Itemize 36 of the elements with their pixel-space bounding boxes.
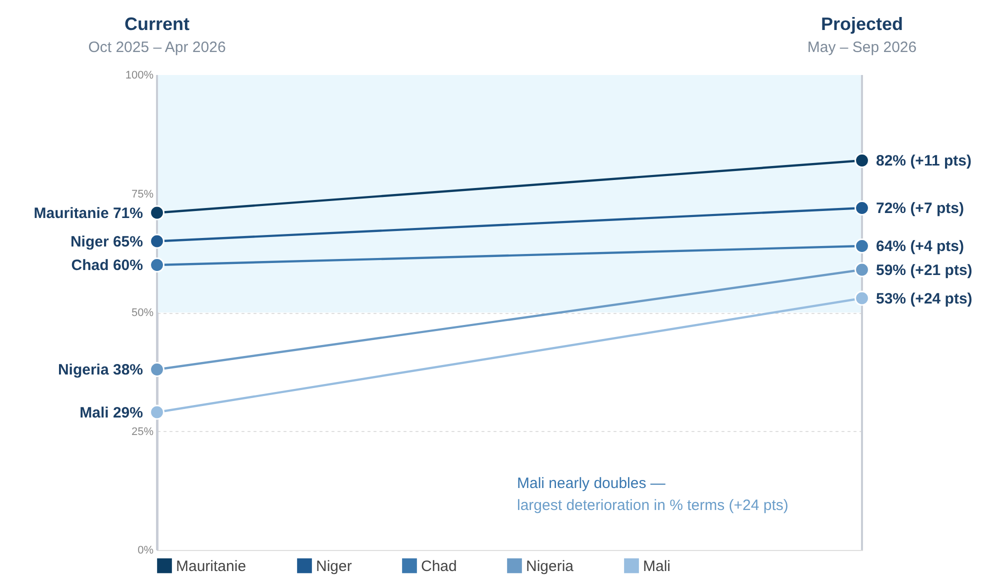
text: Oct 2025 – Apr 2026 xyxy=(88,39,226,56)
point xyxy=(854,290,870,306)
text: Mali 29% xyxy=(80,404,143,422)
annotation: largest deterioration in % terms (+24 pts) xyxy=(517,497,788,514)
text: Niger 65% xyxy=(70,233,143,250)
annotation: Mali nearly doubles — xyxy=(517,475,666,492)
text: May – Sep 2026 xyxy=(807,39,917,56)
y-tick-label: 75% xyxy=(131,188,154,200)
legend-label: Mauritanie xyxy=(176,558,246,575)
point xyxy=(854,262,870,278)
legend-label: Niger xyxy=(316,558,352,575)
data-label: 72% (+7 pts) xyxy=(876,200,964,217)
y-tick-label: 50% xyxy=(131,307,154,319)
y-tick-label: 0% xyxy=(138,544,154,556)
text: Chad 60% xyxy=(71,257,143,274)
legend-label: Nigeria xyxy=(526,558,574,575)
data-label: 82% (+11 pts) xyxy=(876,152,972,170)
point xyxy=(854,238,870,254)
legend-label: Chad xyxy=(421,558,457,575)
x-tick-label: Current xyxy=(124,14,190,34)
data-label: 53% (+24 pts) xyxy=(876,290,972,308)
point xyxy=(150,234,164,249)
point xyxy=(150,205,164,220)
data-label: 64% (+4 pts) xyxy=(876,238,964,255)
point xyxy=(150,362,164,377)
y-tick-label: 100% xyxy=(125,70,154,82)
x-tick-label: Projected xyxy=(820,14,904,34)
text: Mauritanie 71% xyxy=(34,204,143,222)
point xyxy=(854,153,870,168)
legend-label: Mali xyxy=(643,558,671,575)
point xyxy=(150,404,164,420)
y-tick-label: 25% xyxy=(131,426,154,438)
data-label: 59% (+21 pts) xyxy=(876,262,972,279)
point xyxy=(150,258,164,272)
text: Nigeria 38% xyxy=(58,362,143,378)
point xyxy=(854,200,870,216)
